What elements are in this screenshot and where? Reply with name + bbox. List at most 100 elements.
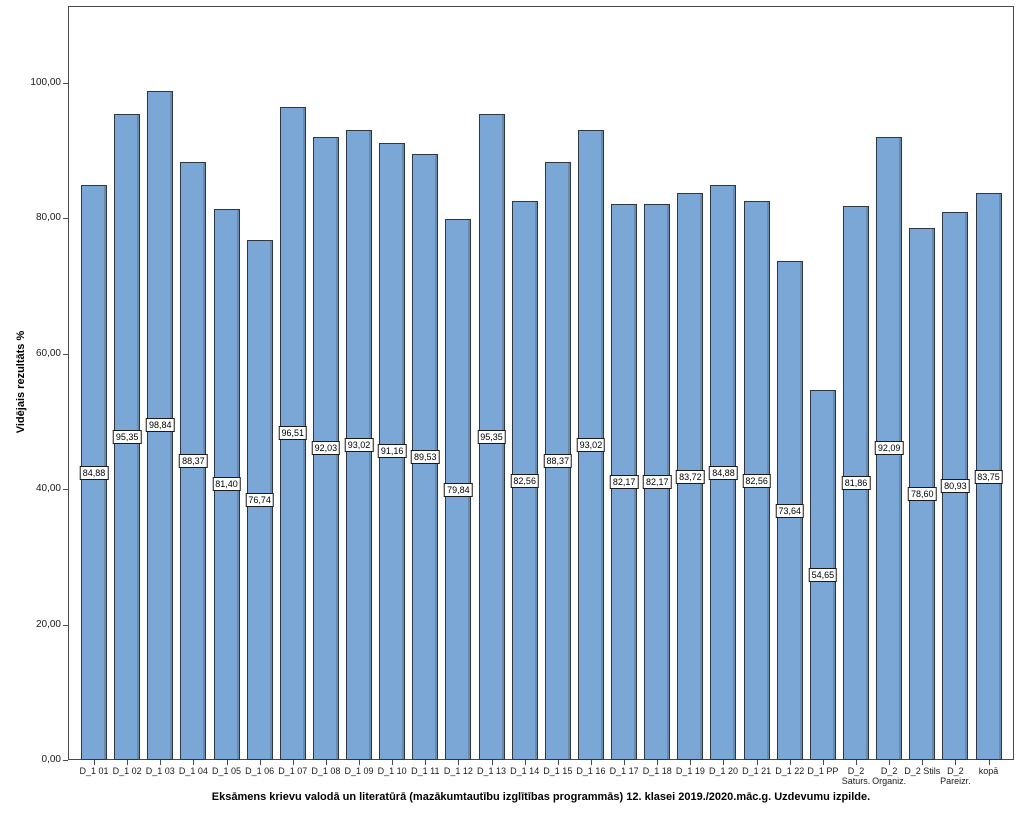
- y-axis-tick: [63, 353, 68, 355]
- x-axis-tick-label: D_1 18: [642, 766, 672, 776]
- x-axis-tick-label: D_1 01: [79, 766, 109, 776]
- y-axis-tick-label: 100,00: [30, 77, 61, 88]
- y-axis-tick: [63, 624, 68, 626]
- x-axis-tick-label: D_1 15: [543, 766, 573, 776]
- x-axis-tick-label: D_1 13: [477, 766, 507, 776]
- x-axis-tick: [922, 760, 924, 765]
- x-axis-tick-label: D_1 09: [344, 766, 374, 776]
- y-axis-tick: [63, 218, 68, 220]
- bar-value-label: 98,84: [145, 418, 175, 433]
- bar-value-label: 84,88: [79, 465, 109, 480]
- x-axis-tick-label: D_1 PP: [807, 766, 839, 776]
- x-axis-tick: [259, 760, 261, 765]
- bar-value-label: 83,72: [676, 469, 705, 484]
- bar-value-label: 95,35: [477, 430, 506, 445]
- x-axis-tick: [988, 760, 990, 765]
- x-axis-tick: [756, 760, 758, 765]
- bar-value-label: 95,35: [112, 430, 142, 445]
- y-axis-tick-label: 0,00: [41, 754, 61, 765]
- x-axis-tick: [789, 760, 791, 765]
- bar-value-label: 84,88: [709, 465, 738, 480]
- y-axis-tick-label: 20,00: [35, 618, 61, 630]
- y-axis-tick: [63, 489, 68, 491]
- bar-value-label: 89,53: [411, 449, 440, 464]
- bar-value-label: 79,84: [444, 482, 473, 497]
- x-axis-tick: [127, 760, 129, 765]
- bar-value-label: 88,37: [543, 453, 573, 468]
- x-axis-tick-label: D_1 03: [145, 766, 175, 776]
- x-axis-tick-label: D_1 02: [112, 766, 142, 776]
- y-axis-tick-label: 40,00: [35, 483, 61, 495]
- x-axis-tick: [723, 760, 725, 765]
- bar-value-label: 81,86: [841, 475, 871, 490]
- x-axis-tick: [624, 760, 626, 765]
- bar-value-label: 82,56: [742, 473, 771, 488]
- x-axis-tick: [524, 760, 526, 765]
- bar-value-label: 81,40: [212, 477, 241, 492]
- bar-value-label: 82,17: [609, 474, 639, 489]
- x-axis-tick-label: D_1 21: [742, 766, 772, 776]
- bar-value-label: 78,60: [907, 486, 937, 501]
- bar-value-label: 92,03: [311, 441, 341, 456]
- x-axis-tick: [325, 760, 327, 765]
- bar-value-label: 93,02: [576, 438, 606, 453]
- bar-value-label: 73,64: [775, 503, 804, 518]
- x-axis-tick-label: D_1 08: [311, 766, 341, 776]
- x-axis-tick-label: D_1 12: [443, 766, 473, 776]
- x-axis-tick-label: D_1 14: [510, 766, 540, 776]
- x-axis-tick-label: D_1 16: [576, 766, 606, 776]
- x-axis-tick: [359, 760, 361, 765]
- x-axis-tick-label: D_2 Organiz.: [872, 766, 907, 786]
- x-axis-tick-label: D_1 10: [377, 766, 407, 776]
- y-axis-title: Vidējais rezultāts %: [15, 330, 27, 434]
- bar-value-label: 93,02: [344, 438, 374, 453]
- x-axis-tick: [855, 760, 857, 765]
- chart-title: Eksāmens krievu valodā un literatūrā (ma…: [211, 791, 871, 803]
- y-axis-tick: [63, 83, 68, 84]
- x-axis-tick-label: D_1 22: [775, 766, 805, 776]
- x-axis-tick-label: D_1 05: [212, 766, 242, 776]
- bar-value-label: 92,09: [874, 441, 904, 456]
- x-axis-tick-label: D_1 19: [675, 766, 705, 776]
- x-axis-tick-label: D_2 Stils: [904, 766, 941, 776]
- bar-value-label: 80,93: [941, 479, 970, 494]
- x-axis-tick-label: D_1 11: [411, 766, 440, 776]
- y-axis-tick-label: 60,00: [35, 347, 61, 359]
- x-axis-tick: [889, 760, 891, 765]
- x-axis-tick-label: D_2 Pareizr.: [940, 766, 971, 786]
- x-axis-tick: [590, 760, 592, 765]
- x-axis-tick: [226, 760, 228, 765]
- bar-value-label: 91,16: [377, 444, 407, 459]
- bar-value-label: 76,74: [245, 493, 274, 508]
- bar-value-label: 82,56: [510, 473, 539, 488]
- x-axis-tick-label: D_2 Saturs.: [841, 766, 871, 786]
- x-axis-tick: [193, 760, 195, 765]
- x-axis-tick-label: kopā: [978, 766, 999, 776]
- x-axis-tick: [657, 760, 659, 765]
- x-axis-tick-label: D_1 20: [708, 766, 738, 776]
- bar-value-label: 82,17: [642, 474, 672, 489]
- x-axis-tick: [557, 760, 559, 765]
- x-axis-tick-label: D_1 07: [278, 766, 308, 776]
- x-axis-tick: [458, 760, 460, 765]
- x-axis-tick: [955, 760, 957, 765]
- x-axis-tick: [425, 760, 427, 765]
- x-axis-tick-label: D_1 17: [609, 766, 639, 776]
- x-axis-tick: [94, 760, 95, 765]
- bar-value-label: 96,51: [278, 426, 308, 441]
- y-axis-tick: [63, 760, 68, 761]
- x-axis-tick: [392, 760, 394, 765]
- y-axis-tick-label: 80,00: [35, 212, 61, 224]
- x-axis-tick-label: D_1 04: [178, 766, 208, 776]
- x-axis-tick: [292, 760, 294, 765]
- x-axis-tick: [822, 760, 824, 765]
- bar-value-label: 88,37: [179, 453, 208, 468]
- x-axis-tick: [491, 760, 493, 765]
- chart-frame: [68, 6, 1014, 760]
- bar-value-label: 54,65: [808, 568, 838, 582]
- x-axis-tick-label: D_1 06: [245, 766, 275, 776]
- x-axis-tick: [160, 760, 162, 765]
- bar-value-label: 83,75: [974, 469, 1003, 484]
- x-axis-tick: [690, 760, 692, 765]
